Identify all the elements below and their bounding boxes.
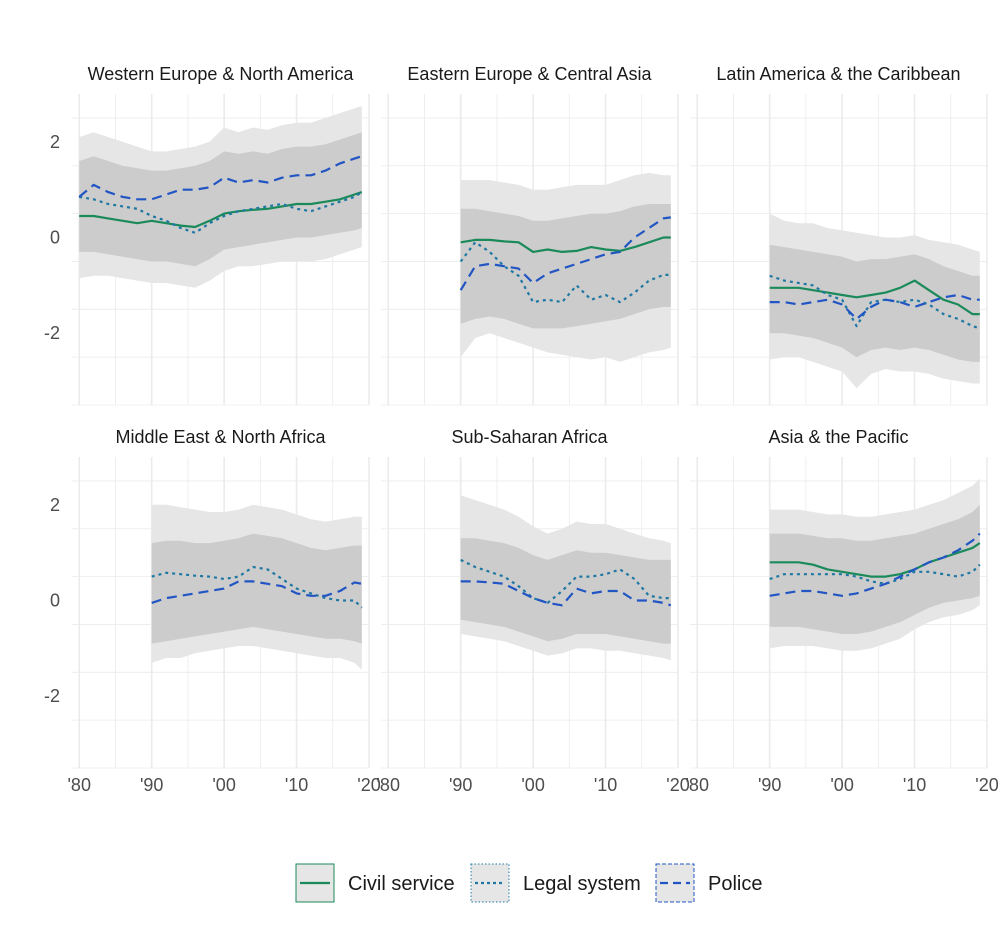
x-tick-label: '00	[521, 775, 544, 795]
uncertainty-band-inner	[769, 244, 980, 362]
facet-title: Eastern Europe & Central Asia	[407, 64, 652, 84]
legend-item-civil-service: Civil service	[295, 863, 455, 903]
series-line-civil-service	[79, 191, 363, 229]
series-line-legal-system	[460, 558, 671, 605]
uncertainty-band-inner	[79, 132, 362, 267]
x-tick-label: '20	[666, 775, 689, 795]
series-line-police	[151, 580, 363, 604]
x-tick-label: '10	[594, 775, 617, 795]
y-tick-label: -2	[44, 686, 60, 706]
uncertainty-band-inner	[151, 533, 362, 644]
x-tick-label: '00	[830, 775, 853, 795]
facet-title: Middle East & North Africa	[115, 427, 326, 447]
x-tick-label: '90	[758, 775, 781, 795]
facet-panel-6: Asia & the Pacific '80 '90 '00 '10 '20	[686, 427, 999, 795]
facet-title: Asia & the Pacific	[768, 427, 908, 447]
x-tick-label: '20	[357, 775, 380, 795]
x-tick-label: '00	[212, 775, 235, 795]
facet-title: Western Europe & North America	[88, 64, 355, 84]
series-line-legal-system	[769, 274, 981, 330]
x-tick-label: '10	[285, 775, 308, 795]
facet-title: Latin America & the Caribbean	[716, 64, 960, 84]
facet-panel-3: Latin America & the Caribbean	[690, 64, 988, 406]
y-tick-label: 0	[50, 591, 60, 611]
series-line-legal-system	[151, 565, 363, 609]
x-tick-label: '20	[975, 775, 998, 795]
x-tick-label: '80	[377, 775, 400, 795]
legend-label: Civil service	[348, 873, 455, 895]
x-tick-label: '80	[686, 775, 709, 795]
series-line-legal-system	[79, 191, 363, 234]
series-line-police	[459, 216, 671, 291]
y-tick-label: 0	[50, 228, 60, 248]
series-line-civil-service	[769, 542, 981, 578]
series-line-legal-system	[459, 241, 671, 304]
facet-panel-2: Eastern Europe & Central Asia	[381, 64, 679, 406]
facet-panel-4: Middle East & North Africa -2 0 2 '80 '90 '00 '…	[44, 427, 381, 795]
legend-label: Legal system	[523, 873, 641, 895]
series-line-civil-service	[769, 279, 980, 316]
series-line-police	[460, 580, 672, 607]
series-line-police	[769, 293, 980, 320]
legend-item-legal-system: Legal system	[470, 863, 641, 903]
x-tick-label: '80	[68, 775, 91, 795]
facet-title: Sub-Saharan Africa	[451, 427, 608, 447]
legend: Civil service Legal system Police	[295, 863, 762, 903]
legend-item-police: Police	[655, 863, 762, 903]
y-tick-label: 2	[50, 495, 60, 515]
series-line-legal-system	[769, 563, 981, 585]
series-line-police	[769, 532, 981, 597]
y-tick-label: -2	[44, 323, 60, 343]
uncertainty-band-inner	[460, 538, 671, 644]
series-line-police	[78, 155, 363, 201]
facet-panel-5: Sub-Saharan Africa '80 '90 '00 '10 '20	[377, 427, 690, 795]
x-tick-label: '10	[903, 775, 926, 795]
x-tick-label: '90	[449, 775, 472, 795]
facet-panel-1: Western Europe & North America -2 0 2	[44, 64, 370, 406]
y-tick-label: 2	[50, 132, 60, 152]
uncertainty-band-inner	[769, 504, 980, 634]
series-line-civil-service	[460, 236, 671, 253]
legend-label: Police	[708, 873, 762, 895]
x-tick-label: '90	[140, 775, 163, 795]
uncertainty-band-inner	[460, 204, 671, 329]
